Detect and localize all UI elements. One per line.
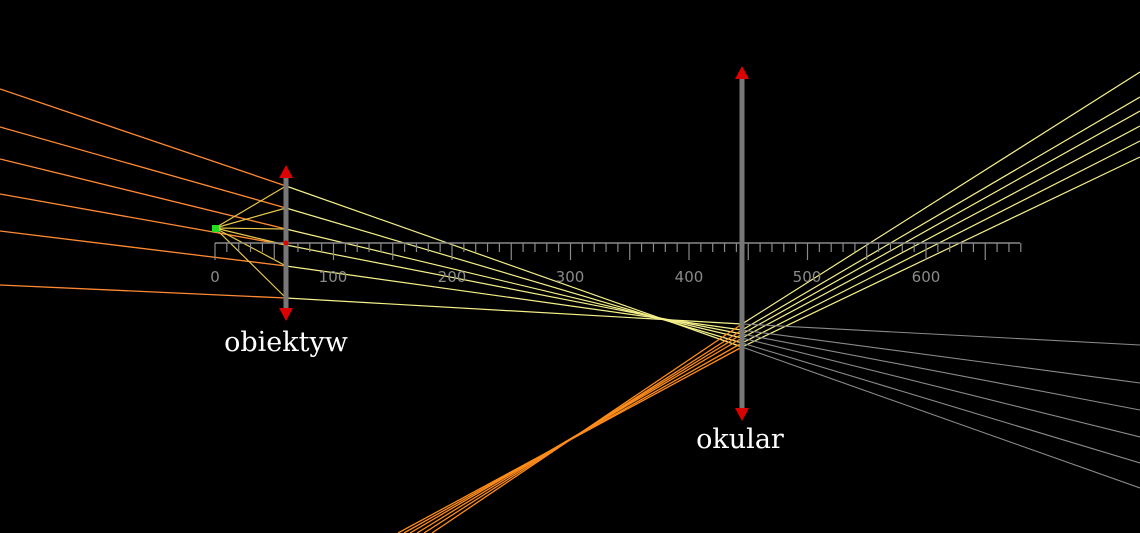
tick-label-400: 400 bbox=[675, 268, 704, 286]
dim-ray bbox=[741, 329, 1140, 384]
objective-label: obiektyw bbox=[224, 327, 348, 358]
dim-ray bbox=[741, 337, 1140, 438]
tick-label-500: 500 bbox=[793, 268, 822, 286]
outgoing-rays bbox=[741, 71, 1140, 348]
ruler-labels: 0 100 200 300 400 500 600 bbox=[210, 268, 940, 286]
object-point[interactable] bbox=[212, 225, 219, 232]
eyepiece-label: okular bbox=[696, 424, 784, 455]
dim-ray bbox=[741, 346, 1140, 489]
object-to-lens-rays bbox=[214, 185, 287, 299]
tick-label-300: 300 bbox=[556, 268, 585, 286]
focal-point-marker bbox=[283, 240, 289, 246]
ruler-ticks bbox=[214, 243, 1022, 260]
incident-ray bbox=[0, 284, 287, 299]
eyepiece-arrow-down-icon bbox=[735, 408, 749, 421]
incident-ray bbox=[0, 158, 287, 230]
incident-ray bbox=[0, 230, 287, 267]
outgoing-ray bbox=[741, 96, 1140, 331]
outgoing-ray bbox=[741, 156, 1140, 348]
objective-arrow-down-icon bbox=[279, 308, 293, 321]
outgoing-ray bbox=[741, 110, 1140, 335]
incident-ray bbox=[0, 88, 287, 187]
outgoing-ray bbox=[741, 71, 1140, 325]
tick-label-100: 100 bbox=[319, 268, 348, 286]
incident-ray bbox=[0, 126, 287, 209]
object-ray bbox=[214, 227, 287, 246]
objective-arrow-up-icon bbox=[279, 165, 293, 178]
virtual-ray bbox=[431, 323, 743, 533]
dim-ray bbox=[741, 342, 1140, 464]
object-ray bbox=[214, 207, 287, 229]
object-ray bbox=[214, 227, 287, 299]
refracted-ray bbox=[285, 207, 743, 344]
outgoing-ray bbox=[741, 125, 1140, 339]
object-ray bbox=[214, 227, 287, 230]
virtual-image-rays bbox=[397, 323, 743, 533]
dim-ray bbox=[741, 333, 1140, 411]
dim-ray bbox=[741, 323, 1140, 346]
incident-rays bbox=[0, 88, 287, 299]
distance-ruler: 0 100 200 300 400 500 600 bbox=[210, 242, 1022, 286]
object-ray bbox=[214, 185, 287, 229]
eyepiece-lens[interactable] bbox=[735, 66, 749, 421]
incident-ray bbox=[0, 193, 287, 246]
tick-label-600: 600 bbox=[912, 268, 941, 286]
refracted-rays bbox=[285, 185, 743, 348]
tick-label-0: 0 bbox=[210, 268, 220, 286]
tick-label-200: 200 bbox=[438, 268, 467, 286]
outgoing-ray bbox=[741, 140, 1140, 344]
refracted-ray bbox=[285, 297, 743, 325]
outgoing-dim-rays bbox=[741, 323, 1140, 489]
eyepiece-arrow-up-icon bbox=[735, 66, 749, 79]
